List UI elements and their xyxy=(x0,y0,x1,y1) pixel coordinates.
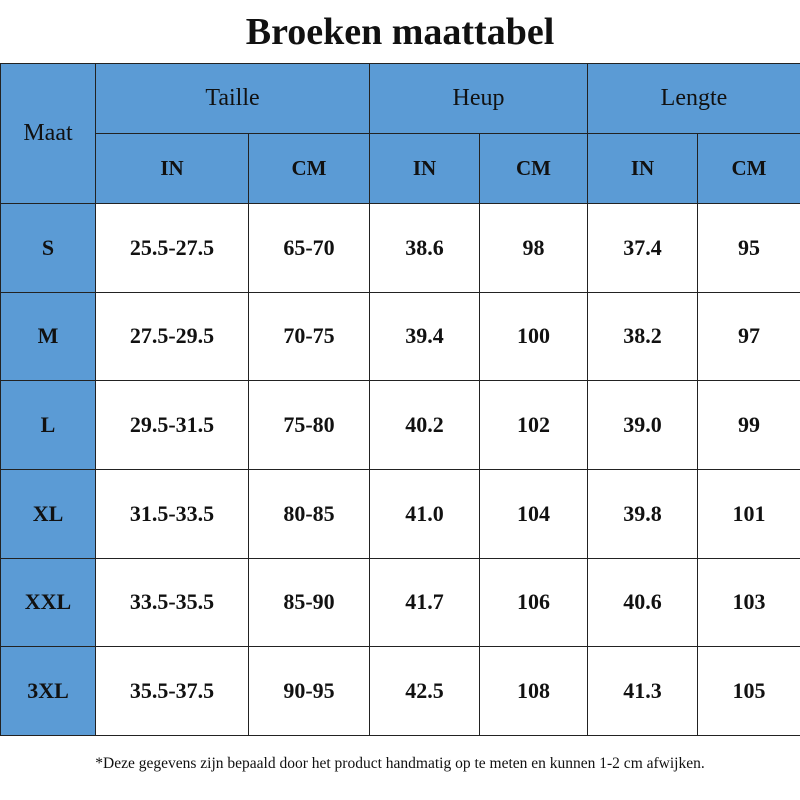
table-cell: 65-70 xyxy=(248,203,370,293)
sub-header: CM xyxy=(697,133,800,204)
table-cell: 70-75 xyxy=(248,291,370,382)
footnote: *Deze gegevens zijn bepaald door het pro… xyxy=(95,755,705,772)
table-cell: 101 xyxy=(697,469,800,559)
table-cell: 103 xyxy=(697,557,800,648)
table-cell: 85-90 xyxy=(248,557,370,648)
row-header: 3XL xyxy=(0,646,96,736)
row-header: L xyxy=(0,380,96,470)
row-header: XXL xyxy=(0,557,96,648)
table-cell: 41.0 xyxy=(369,469,480,559)
corner-header: Maat xyxy=(0,63,96,204)
table-cell: 98 xyxy=(479,203,588,293)
table-cell: 106 xyxy=(479,557,588,648)
table-cell: 104 xyxy=(479,469,588,559)
table-cell: 95 xyxy=(697,203,800,293)
table-cell: 29.5-31.5 xyxy=(95,380,249,470)
table-cell: 25.5-27.5 xyxy=(95,203,249,293)
table-cell: 90-95 xyxy=(248,646,370,736)
table-cell: 97 xyxy=(697,291,800,382)
table-cell: 80-85 xyxy=(248,469,370,559)
sub-header: IN xyxy=(587,133,698,204)
table-cell: 35.5-37.5 xyxy=(95,646,249,736)
title: Broeken maattabel xyxy=(245,11,555,53)
sub-header: CM xyxy=(248,133,370,204)
table-cell: 27.5-29.5 xyxy=(95,291,249,382)
group-header: Lengte xyxy=(587,63,800,134)
table-cell: 105 xyxy=(697,646,800,736)
table-cell: 38.2 xyxy=(587,291,698,382)
row-header: S xyxy=(0,203,96,293)
table-cell: 102 xyxy=(479,380,588,470)
sub-header: IN xyxy=(95,133,249,204)
table-cell: 33.5-35.5 xyxy=(95,557,249,648)
table-cell: 75-80 xyxy=(248,380,370,470)
table-cell: 40.2 xyxy=(369,380,480,470)
size-table: Maat Taille Heup Lengte IN CM IN CM IN CM S 25.5-27… xyxy=(0,63,800,736)
table-cell: 108 xyxy=(479,646,588,736)
sub-header: CM xyxy=(479,133,588,204)
table-cell: 39.8 xyxy=(587,469,698,559)
table-cell: 31.5-33.5 xyxy=(95,469,249,559)
group-header: Heup xyxy=(369,63,588,134)
table-cell: 37.4 xyxy=(587,203,698,293)
table-cell: 41.3 xyxy=(587,646,698,736)
table-cell: 40.6 xyxy=(587,557,698,648)
table-cell: 100 xyxy=(479,291,588,382)
table-cell: 39.0 xyxy=(587,380,698,470)
table-cell: 42.5 xyxy=(369,646,480,736)
row-header: M xyxy=(0,291,96,382)
sub-header: IN xyxy=(369,133,480,204)
table-cell: 38.6 xyxy=(369,203,480,293)
table-cell: 39.4 xyxy=(369,291,480,382)
table-cell: 99 xyxy=(697,380,800,470)
group-header: Taille xyxy=(95,63,370,134)
row-header: XL xyxy=(0,469,96,559)
table-cell: 41.7 xyxy=(369,557,480,648)
